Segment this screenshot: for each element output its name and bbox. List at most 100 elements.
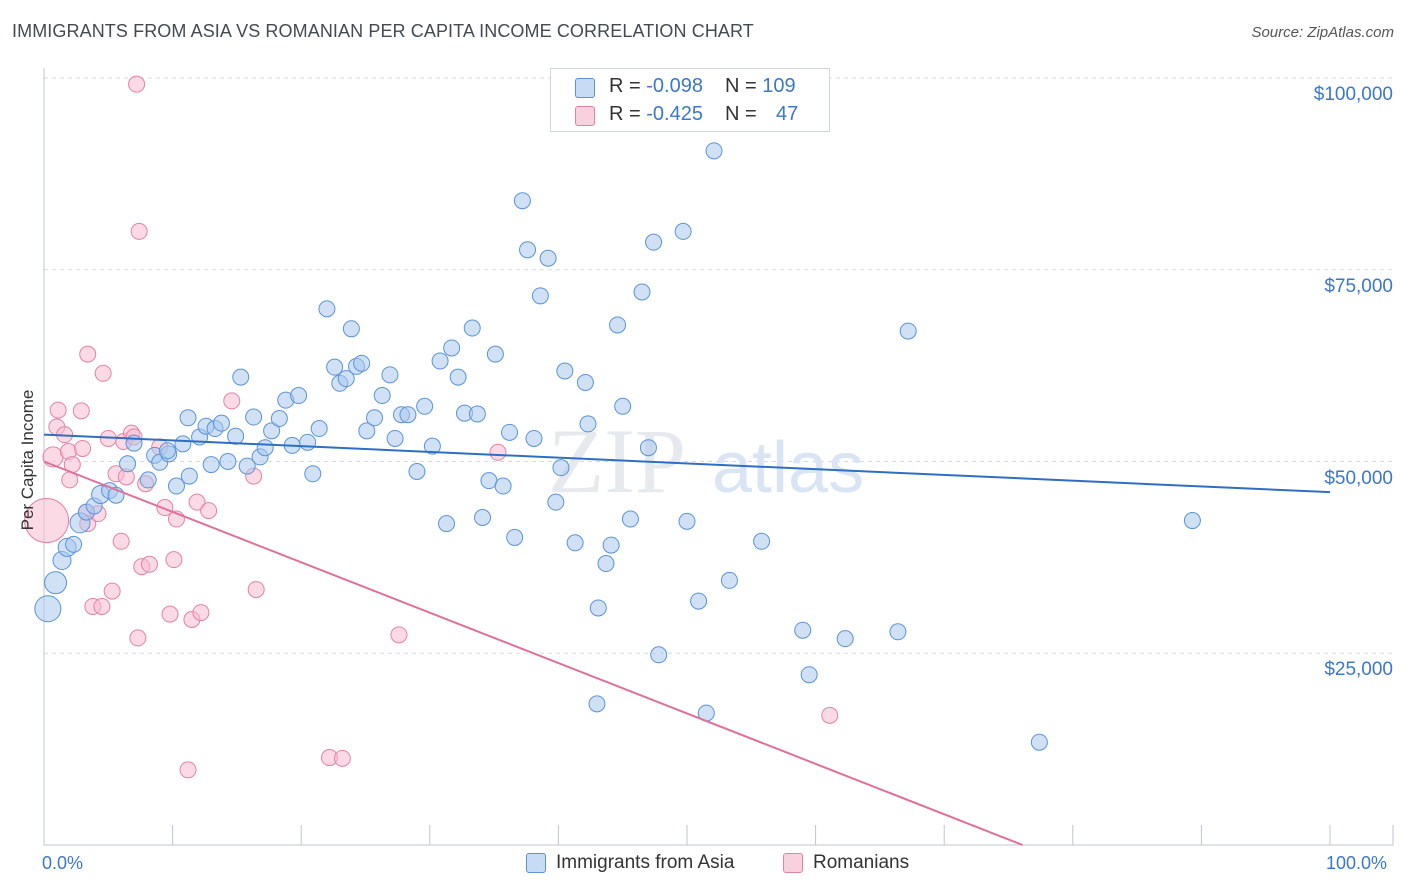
- x-tick-label-max: 100.0%: [1326, 853, 1388, 873]
- legend-r-value: -0.098: [646, 75, 703, 97]
- asia-point: [238, 457, 256, 475]
- asia-point: [139, 471, 157, 489]
- romanians-point: [72, 402, 90, 420]
- asia-point: [494, 477, 512, 495]
- asia-point: [399, 406, 417, 424]
- asia-point: [358, 422, 376, 440]
- trend-lines: [43, 433, 1331, 846]
- romanians-point: [165, 551, 183, 569]
- asia-point: [381, 366, 399, 384]
- asia-point: [179, 409, 197, 427]
- legend-r-label: R =: [609, 75, 647, 97]
- asia-point: [519, 241, 537, 259]
- legend-r-label: R =: [609, 103, 647, 125]
- asia-point: [263, 422, 281, 440]
- asia-point: [531, 287, 549, 305]
- asia-point: [506, 528, 524, 546]
- asia-point: [794, 621, 812, 639]
- asia-point: [639, 439, 657, 457]
- asia-point: [1030, 733, 1048, 751]
- romanians-point: [161, 605, 179, 623]
- bottom-legend-swatch-asia: [526, 853, 546, 873]
- asia-point: [468, 405, 486, 423]
- asia-point: [245, 408, 263, 426]
- asia-point: [256, 439, 274, 457]
- asia-point: [158, 442, 176, 460]
- asia-point: [227, 427, 245, 445]
- asia-point: [614, 397, 632, 415]
- asia-point: [579, 415, 597, 433]
- asia-point: [408, 462, 426, 480]
- asia-point: [416, 397, 434, 415]
- romanians-point: [130, 222, 148, 240]
- asia-point: [480, 472, 498, 490]
- asia-point: [602, 536, 620, 554]
- asia-point: [304, 465, 322, 483]
- romanians-point: [103, 582, 121, 600]
- romanians-point: [42, 446, 64, 468]
- asia-point: [342, 320, 360, 338]
- asia-point: [366, 409, 384, 427]
- romanians-points: [24, 75, 839, 779]
- asia-point: [167, 477, 185, 495]
- chart-source: Source: ZipAtlas.com: [1251, 24, 1394, 41]
- asia-point: [326, 358, 344, 376]
- y-axis-label: Per Capita Income: [18, 389, 37, 531]
- asia-point: [219, 453, 237, 470]
- romanians-point: [223, 392, 241, 410]
- asia-point: [119, 455, 137, 473]
- asia-point: [386, 429, 404, 447]
- asia-point: [539, 249, 557, 267]
- romanians-point: [79, 345, 97, 363]
- asia-point: [800, 666, 818, 684]
- y-tick-label: $50,000: [1324, 467, 1393, 489]
- asia-point: [633, 283, 651, 301]
- x-tick-label-min: 0.0%: [42, 853, 84, 873]
- asia-point: [836, 630, 854, 648]
- legend-swatch-asia: [575, 78, 595, 98]
- asia-point: [525, 429, 543, 447]
- asia-point: [690, 592, 708, 610]
- romanians-point: [74, 439, 92, 457]
- asia-point: [566, 534, 584, 552]
- asia-point: [597, 555, 615, 573]
- asia-point: [337, 370, 355, 388]
- asia-point: [212, 414, 230, 432]
- asia-point: [621, 510, 639, 528]
- legend-swatch-romanians: [575, 106, 595, 126]
- chart-title: IMMIGRANTS FROM ASIA VS ROMANIAN PER CAP…: [12, 21, 754, 41]
- asia-point: [753, 532, 771, 550]
- asia-point: [501, 423, 519, 441]
- asia-point: [431, 352, 449, 370]
- bottom-legend-swatch-romanians: [783, 853, 803, 873]
- romanians-point: [200, 502, 218, 520]
- asia-point: [373, 387, 391, 405]
- correlation-legend: R = -0.098 N = 109 R = -0.425 N = 47: [550, 68, 830, 132]
- legend-row-asia: R = -0.098 N = 109: [551, 72, 829, 100]
- asia-point: [899, 322, 917, 340]
- legend-n-label: N =: [724, 75, 763, 97]
- asia-point: [474, 508, 492, 526]
- asia-point: [463, 319, 481, 337]
- romanians-point: [188, 493, 206, 511]
- romanians-point: [821, 706, 839, 724]
- asia-point: [678, 512, 696, 530]
- asia-point: [290, 387, 308, 405]
- romanians-point: [179, 761, 197, 779]
- romanians-point: [93, 597, 111, 615]
- asia-point: [443, 339, 461, 357]
- romanians-point: [333, 749, 351, 767]
- asia-point: [547, 493, 565, 511]
- asia-point: [645, 233, 663, 251]
- romanians-point: [49, 401, 67, 419]
- asia-point: [705, 142, 723, 160]
- y-tick-label: $100,000: [1313, 84, 1393, 105]
- y-tick-label: $25,000: [1324, 659, 1393, 681]
- asia-point: [174, 435, 192, 453]
- asia-point: [556, 362, 574, 380]
- asia-point: [720, 571, 738, 589]
- asia-point: [318, 300, 336, 318]
- asia-point: [889, 623, 907, 641]
- romanians-point: [156, 499, 174, 517]
- legend-r-value: -0.425: [646, 103, 703, 125]
